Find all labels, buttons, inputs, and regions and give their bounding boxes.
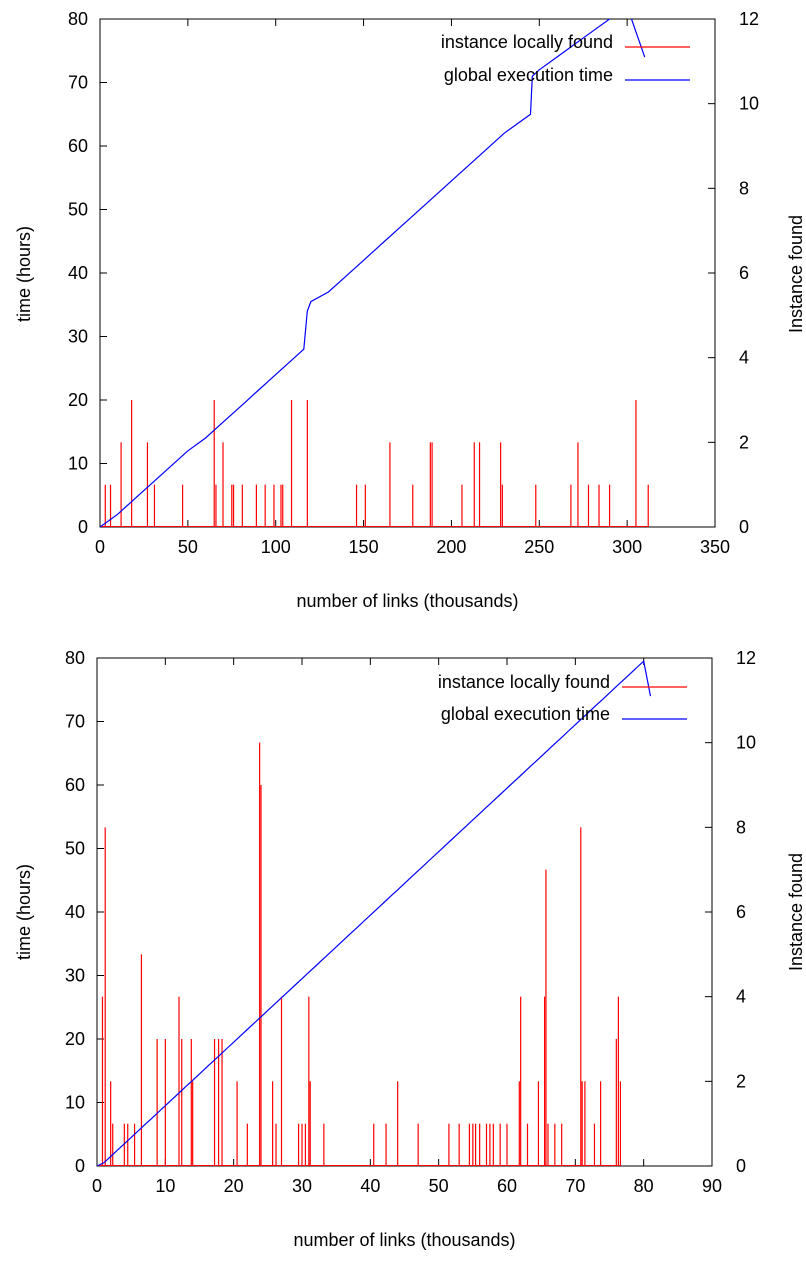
y-right-tick-label: 10: [739, 94, 759, 114]
y-left-tick-label: 60: [68, 136, 88, 156]
x-tick-label: 50: [178, 537, 198, 557]
x-tick-label: 100: [261, 537, 291, 557]
legend-label: instance locally found: [438, 672, 610, 692]
y-right-tick-label: 8: [739, 178, 749, 198]
x-axis-label: number of links (thousands): [293, 1230, 515, 1250]
x-tick-label: 30: [292, 1176, 312, 1196]
x-axis-label: number of links (thousands): [296, 591, 518, 611]
x-tick-label: 300: [612, 537, 642, 557]
x-tick-label: 200: [436, 537, 466, 557]
plot-frame: [96, 657, 713, 1167]
y-right-tick-label: 2: [739, 432, 749, 452]
x-tick-label: 20: [224, 1176, 244, 1196]
series-line: [100, 19, 646, 527]
x-tick-label: 10: [155, 1176, 175, 1196]
y-left-axis-label: time (hours): [14, 226, 34, 322]
y-left-tick-label: 60: [65, 775, 85, 795]
y-left-tick-label: 30: [65, 966, 85, 986]
x-tick-label: 60: [497, 1176, 517, 1196]
y-left-tick-label: 10: [68, 454, 88, 474]
y-left-tick-label: 50: [68, 200, 88, 220]
y-left-tick-label: 20: [65, 1029, 85, 1049]
x-tick-label: 70: [565, 1176, 585, 1196]
x-tick-label: 350: [700, 537, 730, 557]
y-right-tick-label: 6: [739, 263, 749, 283]
y-right-tick-label: 4: [739, 348, 749, 368]
y-left-tick-label: 40: [68, 263, 88, 283]
y-right-tick-label: 12: [736, 648, 756, 668]
y-left-tick-label: 0: [75, 1156, 85, 1176]
y-right-tick-label: 0: [739, 517, 749, 537]
y-right-tick-label: 8: [736, 817, 746, 837]
series-line: [97, 660, 652, 1166]
y-right-tick-label: 6: [736, 902, 746, 922]
y-left-tick-label: 10: [65, 1093, 85, 1113]
x-tick-label: 50: [429, 1176, 449, 1196]
chart-1: 0 50 100 150 200 250 300 350 0 10 20 30 40 50 60 70 80 0 2…: [14, 9, 806, 611]
series-layer: [97, 660, 652, 1166]
plot-frame: [99, 18, 716, 528]
y-right-tick-label: 4: [736, 987, 746, 1007]
x-tick-label: 250: [524, 537, 554, 557]
x-tick-label: 80: [634, 1176, 654, 1196]
x-tick-label: 0: [92, 1176, 102, 1196]
y-right-tick-label: 10: [736, 733, 756, 753]
legend-label: instance locally found: [441, 32, 613, 52]
legend-label: global execution time: [444, 65, 613, 85]
x-tick-label: 90: [702, 1176, 722, 1196]
y-left-tick-label: 40: [65, 902, 85, 922]
y-right-tick-label: 0: [736, 1156, 746, 1176]
y-left-axis-label: time (hours): [14, 864, 34, 960]
y-left-tick-label: 50: [65, 839, 85, 859]
x-tick-label: 150: [349, 537, 379, 557]
y-left-tick-label: 20: [68, 390, 88, 410]
y-right-tick-label: 2: [736, 1071, 746, 1091]
y-right-axis-label: Instance found: [786, 853, 806, 971]
y-left-tick-label: 30: [68, 327, 88, 347]
series-layer: [100, 19, 649, 527]
y-left-tick-label: 0: [78, 517, 88, 537]
legend-label: global execution time: [441, 704, 610, 724]
y-left-tick-label: 80: [65, 648, 85, 668]
x-tick-label: 0: [95, 537, 105, 557]
y-left-tick-label: 80: [68, 9, 88, 29]
y-right-axis-label: Instance found: [786, 215, 806, 333]
x-tick-label: 40: [360, 1176, 380, 1196]
chart-2: 0 10 20 30 40 50 60 70 80 90 0 10 20 30 40 50 60 70 80 0 2 4 6…: [14, 648, 806, 1250]
y-left-tick-label: 70: [68, 73, 88, 93]
y-left-tick-label: 70: [65, 712, 85, 732]
y-right-tick-label: 12: [739, 9, 759, 29]
